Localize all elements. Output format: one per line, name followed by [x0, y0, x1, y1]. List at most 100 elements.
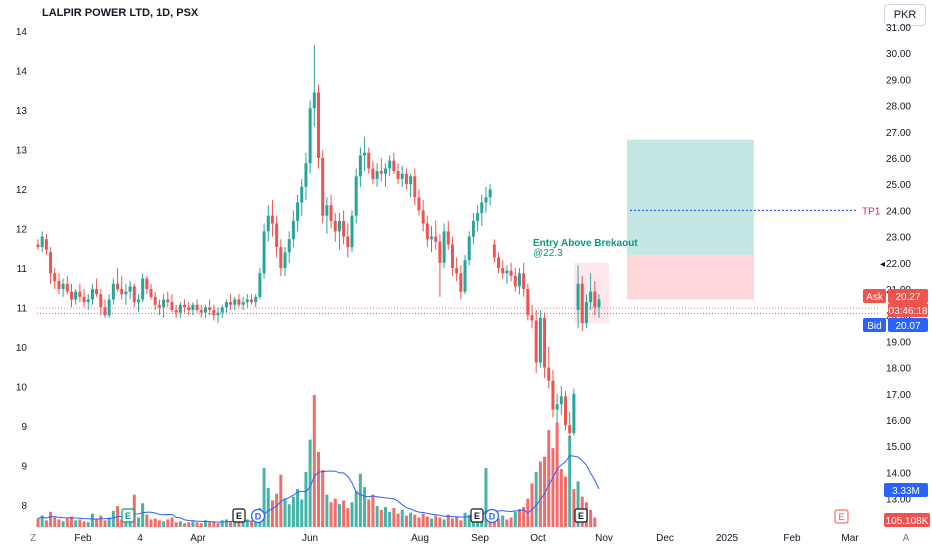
volume-bar	[484, 468, 488, 527]
x-axis-tick: Oct	[530, 533, 546, 544]
candle-body	[388, 160, 392, 169]
volume-bar	[86, 522, 90, 527]
right-axis-tick: 24.00	[886, 206, 911, 217]
candle-body	[145, 278, 149, 289]
candle-body	[224, 302, 228, 308]
volume-bar	[216, 523, 220, 527]
bid-price: 20.07	[895, 321, 920, 332]
volume-bar	[266, 488, 270, 527]
volume-bar	[505, 519, 509, 527]
volume-bar	[434, 515, 438, 527]
candle-body	[547, 367, 551, 381]
entry-annotation: Entry Above Brekaout	[533, 238, 638, 249]
volume-bar	[212, 521, 216, 527]
right-axis-tick: 16.00	[886, 416, 911, 427]
candle-body	[220, 307, 224, 313]
volume-bar	[40, 515, 44, 527]
candle-body	[555, 404, 559, 410]
volume-bar	[358, 473, 362, 527]
currency-selector[interactable]: PKR	[884, 4, 926, 26]
volume-last-value: 105.108K	[886, 516, 929, 527]
volume-bar	[392, 508, 396, 527]
earnings-marker-label: E	[578, 511, 584, 521]
volume-bar	[509, 517, 513, 527]
candle-body	[78, 291, 82, 297]
right-axis-tick: 25.00	[886, 180, 911, 191]
candle-body	[584, 302, 588, 324]
volume-bar	[103, 520, 107, 527]
candle-body	[195, 304, 199, 310]
volume-bar	[312, 394, 316, 527]
volume-bar	[534, 471, 538, 527]
x-axis-tick: Nov	[595, 533, 613, 544]
right-axis-tick: 31.00	[886, 23, 911, 34]
volume-bar	[153, 518, 157, 527]
candle-body	[65, 283, 69, 292]
candle-body	[157, 304, 161, 308]
candle-body	[36, 244, 40, 248]
candle-body	[484, 197, 488, 203]
candle-body	[589, 291, 593, 303]
volume-bar	[396, 513, 400, 527]
dividend-marker-label: D	[489, 512, 496, 522]
volume-bar	[342, 500, 346, 527]
volume-bar	[136, 517, 140, 527]
future-earnings-marker	[834, 509, 849, 524]
right-axis-tick: 19.00	[886, 337, 911, 348]
volume-bar	[229, 521, 233, 527]
candle-body	[317, 92, 320, 158]
volume-bar	[388, 511, 392, 527]
volume-bar	[208, 522, 212, 527]
volume-bar	[78, 519, 82, 527]
x-axis-tick: Mar	[841, 533, 859, 544]
candle-body	[346, 236, 350, 248]
volume-bar	[471, 518, 475, 527]
volume-bar	[275, 493, 279, 527]
volume-bar	[291, 496, 295, 527]
volume-bar	[317, 451, 320, 527]
dividend-marker	[250, 508, 266, 524]
candle-body	[53, 273, 57, 282]
candle-body	[576, 283, 580, 310]
future-earnings-marker-label: E	[838, 512, 844, 522]
volume-bar	[304, 471, 308, 527]
candle-body	[517, 273, 521, 287]
candle-body	[103, 307, 107, 316]
volume-bar	[220, 520, 224, 527]
volume-bar	[446, 514, 450, 527]
candle-body	[237, 299, 241, 305]
candle-body	[82, 296, 86, 303]
volume-bar	[195, 522, 199, 527]
volume-bar	[36, 518, 40, 527]
volume-bar	[183, 523, 187, 527]
candle-body	[467, 236, 471, 261]
candle-body	[266, 215, 270, 232]
left-axis-tick: 10	[16, 383, 28, 394]
candle-body	[434, 236, 438, 242]
candle-body	[291, 220, 295, 240]
candle-body	[279, 247, 283, 269]
volume-bar	[400, 509, 404, 527]
candle-body	[275, 223, 279, 248]
volume-bar	[438, 517, 442, 527]
candle-body	[128, 286, 132, 292]
volume-bar	[442, 519, 446, 527]
right-axis-tick: 26.00	[886, 154, 911, 165]
volume-bar	[350, 502, 354, 527]
volume-bar	[363, 487, 367, 527]
candle-body	[174, 309, 178, 313]
volume-bar	[233, 520, 237, 527]
volume-bar	[379, 509, 383, 527]
candle-body	[597, 299, 601, 308]
candle-body	[409, 176, 413, 185]
volume-bar	[49, 511, 53, 527]
candle-body	[229, 302, 233, 305]
candle-body	[383, 168, 387, 174]
candle-body	[40, 236, 44, 248]
candle-body	[333, 220, 337, 232]
volume-bar	[547, 430, 551, 527]
left-axis-tick: 12	[16, 185, 28, 196]
left-axis-tick: 8	[21, 501, 27, 512]
candle-body	[354, 176, 358, 216]
